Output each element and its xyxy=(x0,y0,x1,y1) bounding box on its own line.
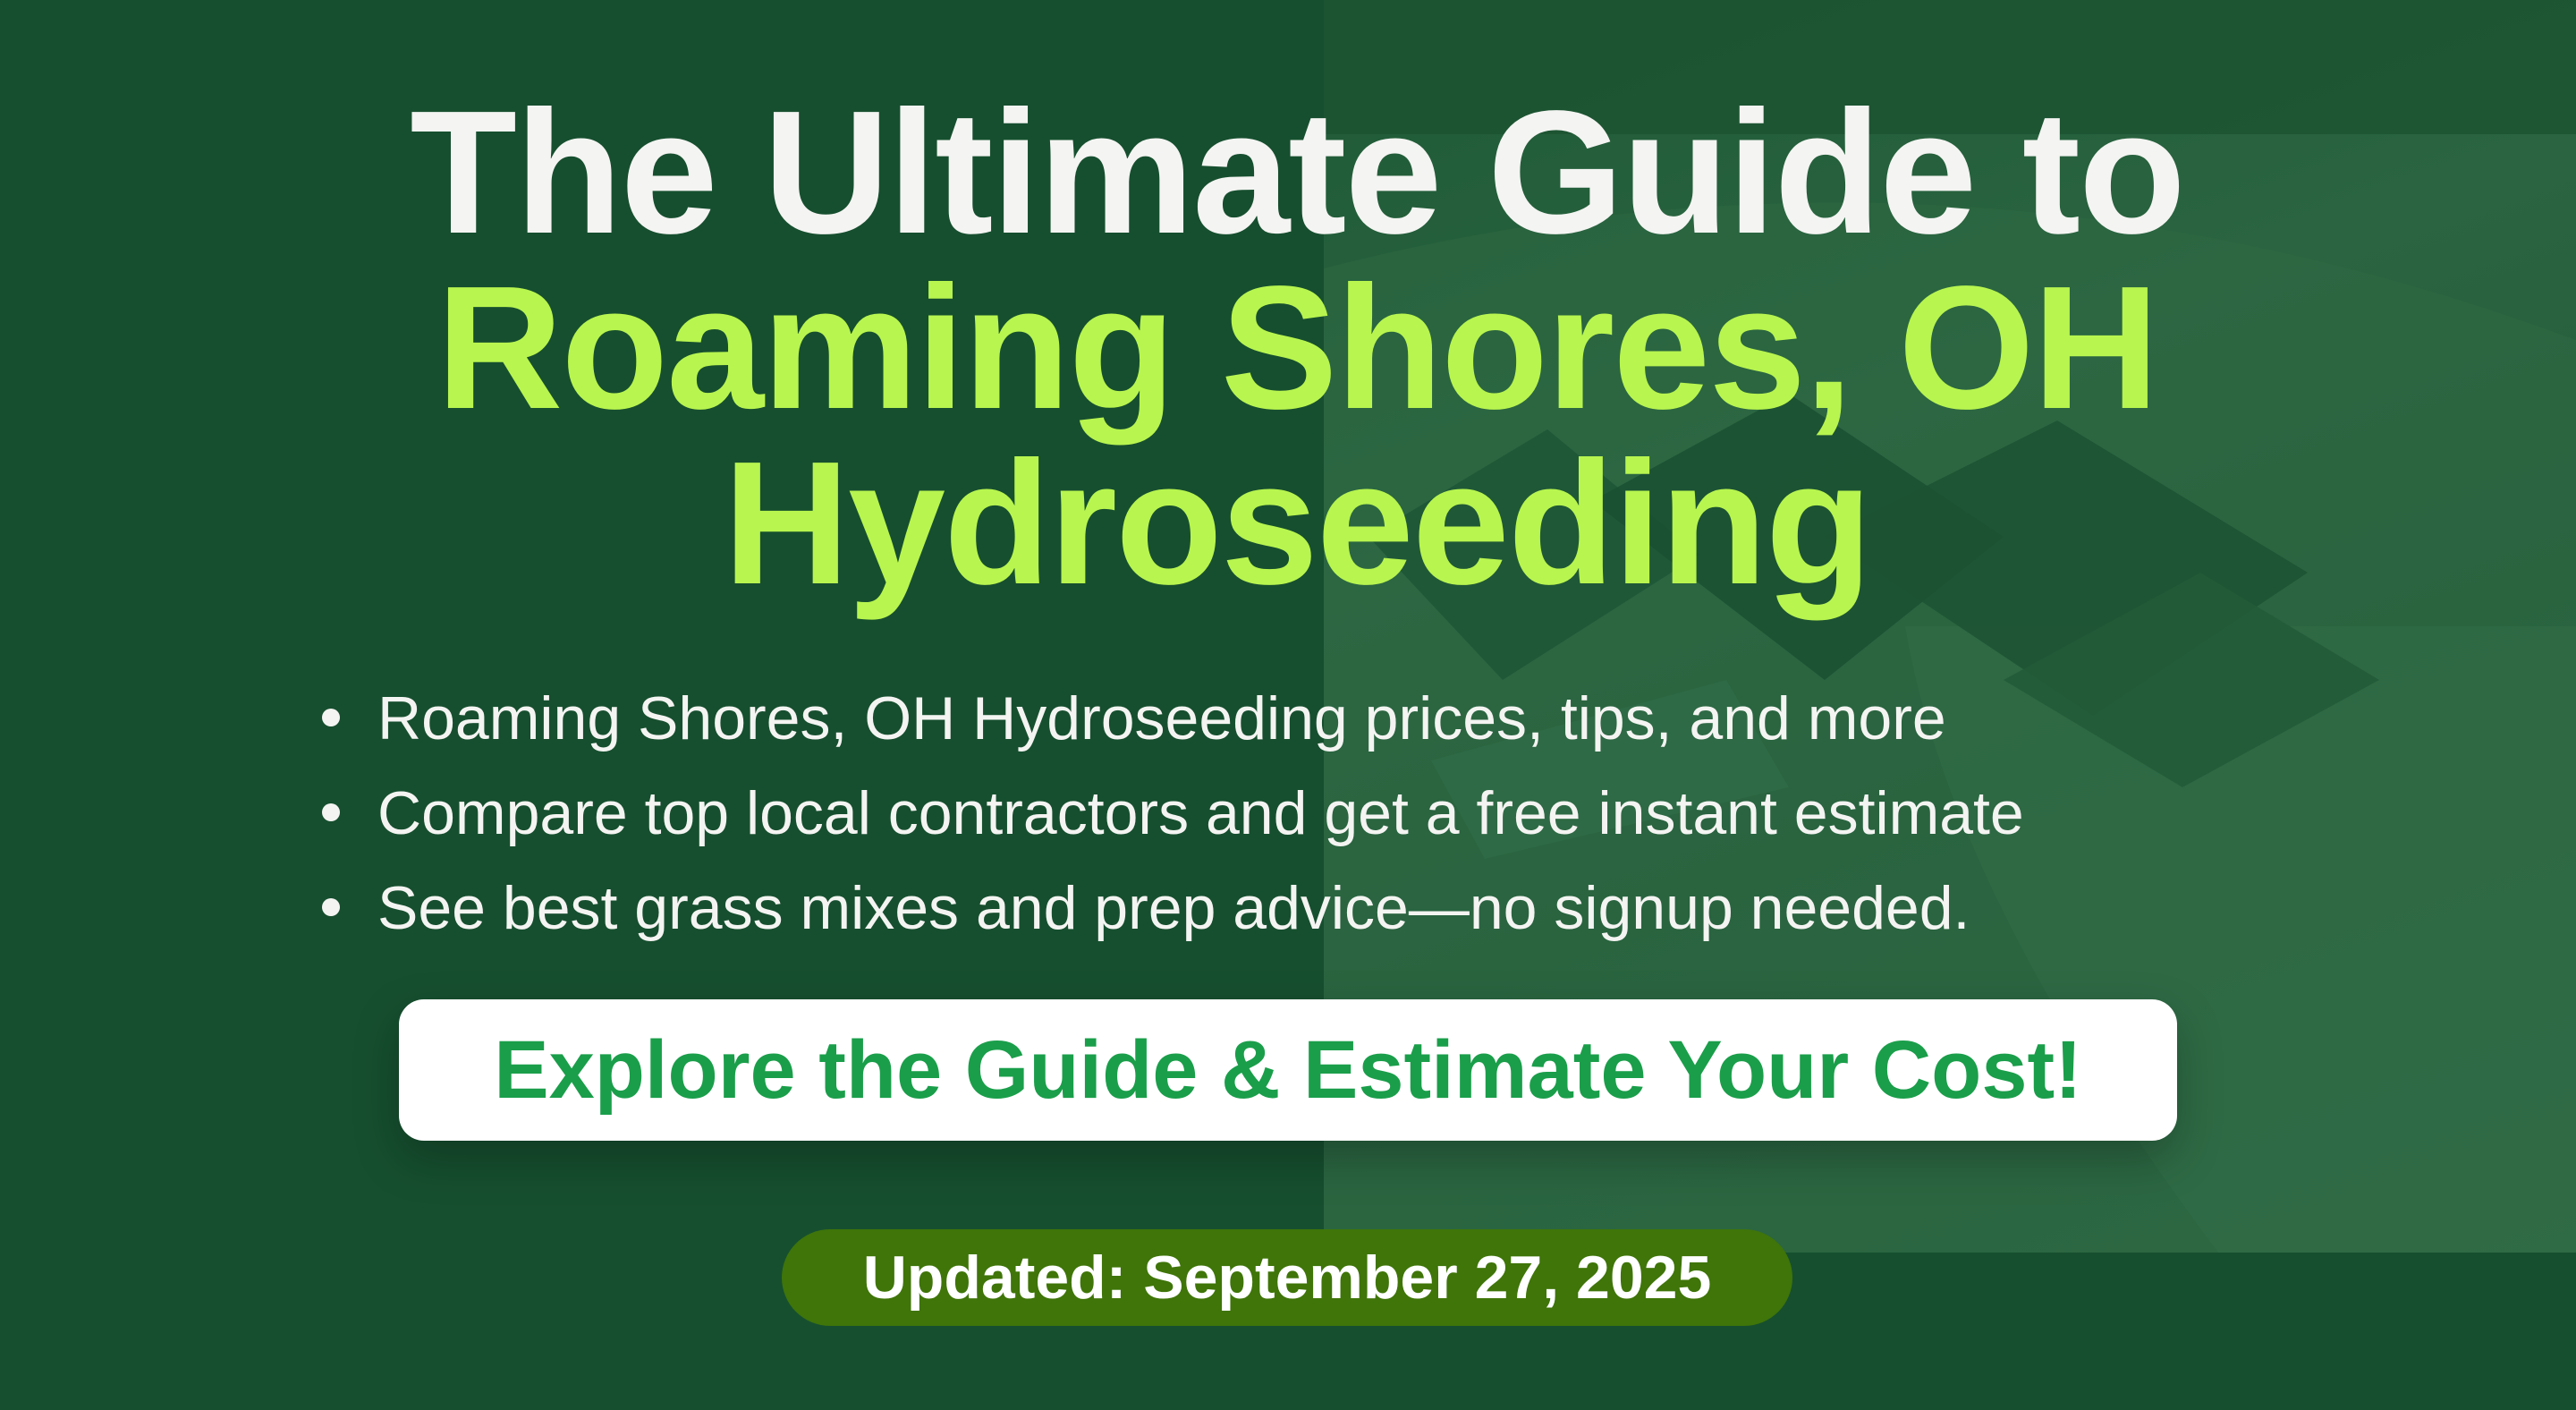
bullet-icon xyxy=(322,803,340,821)
feature-text: See best grass mixes and prep advice—no … xyxy=(377,874,1970,942)
feature-list: Roaming Shores, OH Hydroseeding prices, … xyxy=(322,671,2024,956)
bullet-icon xyxy=(322,709,340,726)
explore-guide-button[interactable]: Explore the Guide & Estimate Your Cost! xyxy=(399,999,2177,1141)
explore-guide-label: Explore the Guide & Estimate Your Cost! xyxy=(494,1024,2082,1116)
feature-text: Compare top local contractors and get a … xyxy=(377,779,2024,847)
updated-date-text: Updated: September 27, 2025 xyxy=(862,1244,1712,1312)
updated-date-badge: Updated: September 27, 2025 xyxy=(782,1229,1792,1326)
house-illustration xyxy=(1324,0,2576,1253)
feature-item: Compare top local contractors and get a … xyxy=(322,766,2024,861)
headline-line-2: Roaming Shores, OH xyxy=(436,250,2159,446)
bullet-icon xyxy=(322,898,340,916)
feature-text: Roaming Shores, OH Hydroseeding prices, … xyxy=(377,684,1946,752)
headline-line-1: The Ultimate Guide to xyxy=(410,74,2185,270)
headline-line-3: Hydroseeding xyxy=(723,425,1873,621)
feature-item: See best grass mixes and prep advice—no … xyxy=(322,861,2024,956)
background-house-photo xyxy=(1324,0,2576,1253)
feature-item: Roaming Shores, OH Hydroseeding prices, … xyxy=(322,671,2024,766)
